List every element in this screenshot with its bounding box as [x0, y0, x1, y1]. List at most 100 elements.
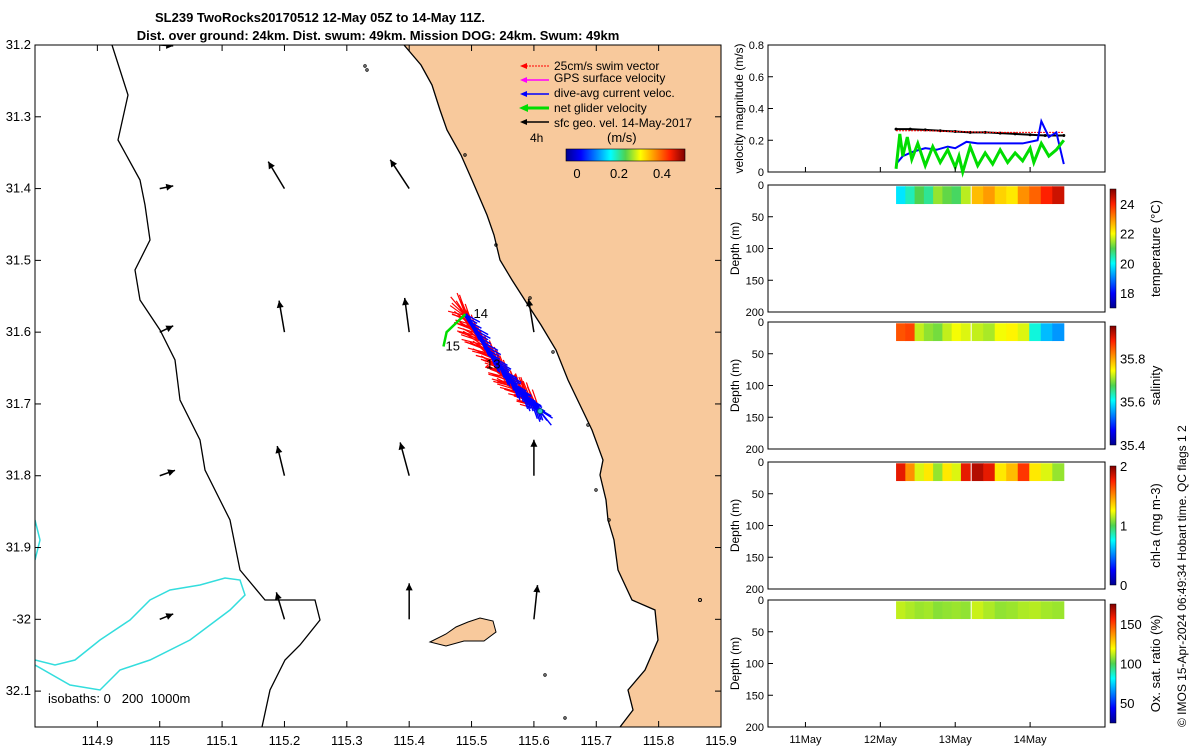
profile-colorbar-label: Ox. sat. ratio (%): [1148, 615, 1163, 713]
geo-vector-head: [398, 442, 406, 451]
map-xtick-label: 115.9: [705, 733, 737, 748]
velocity-series-line: [895, 118, 1065, 165]
profile-cell: [923, 601, 934, 620]
geo-vector-head: [530, 439, 538, 447]
velocity-ytick-label: 0.6: [749, 72, 764, 84]
map-axes: 114.9 115 115.1 115.2 115.3 115.4 115.5 115.6 11…: [6, 37, 737, 748]
profile-ytick-label: 0: [758, 317, 764, 329]
map-ytick-label: 31.8: [6, 468, 31, 483]
geo-vector-head: [390, 159, 398, 168]
profile-cell: [1006, 186, 1019, 205]
profile-cell: [1040, 601, 1053, 620]
profile-colorbar: [1109, 188, 1117, 309]
profile-cell: [914, 601, 925, 620]
legend-gps-head: [520, 77, 527, 83]
profile-cell: [942, 323, 953, 342]
day-label: 15: [445, 339, 459, 354]
profile-cell: [896, 463, 906, 482]
geo-vector-head: [276, 300, 284, 309]
profile-ytick-label: 100: [746, 659, 764, 671]
profile-cell: [896, 186, 906, 205]
profile-panel-temperature: 0 50 100 150 200 Depth (m) 18 20 22 24 temperature…: [728, 180, 1163, 319]
profile-colorbar-tick: 24: [1120, 197, 1134, 212]
profile-colorbar-tick: 0: [1120, 578, 1127, 593]
geo-vector-head: [405, 583, 413, 591]
scale-4h-label: 4h: [530, 131, 543, 145]
profile-ylabel: Depth (m): [728, 499, 742, 552]
map-ytick-label: 31.2: [6, 37, 31, 52]
profile-ytick-label: 100: [746, 381, 764, 393]
profile-cell: [914, 186, 925, 205]
swim-vector: [461, 338, 486, 346]
profile-cell: [983, 601, 996, 620]
colorbar-units-label: (m/s): [607, 130, 637, 145]
profile-cell: [951, 463, 962, 482]
profile-cell: [994, 186, 1007, 205]
coastline-0m: [403, 45, 659, 727]
legend-current-head: [520, 91, 527, 97]
profile-cell: [960, 463, 971, 482]
profile-cell: [914, 323, 925, 342]
glider-track: 13 14 15: [442, 292, 553, 426]
swim-vector: [458, 294, 468, 318]
profile-ytick-label: 50: [752, 627, 764, 639]
xtick-label: 11May: [789, 734, 822, 746]
geo-vector-head: [402, 297, 410, 306]
profile-cell: [923, 186, 934, 205]
profile-cell: [983, 463, 996, 482]
geo-vector-head: [167, 469, 176, 476]
profile-cell: [1029, 186, 1042, 205]
velocity-series-line: [894, 133, 1065, 178]
profile-colorbar-tick: 35.6: [1120, 395, 1145, 410]
profile-colorbar-tick: 20: [1120, 256, 1134, 271]
geo-vector-head: [165, 325, 174, 332]
profile-colorbar-tick: 18: [1120, 286, 1134, 301]
profile-cell: [994, 323, 1007, 342]
geo-point: [1062, 133, 1066, 137]
isobath-200m: [111, 45, 321, 727]
map-xtick-label: 115: [149, 733, 170, 748]
profile-colorbar-label: salinity: [1148, 365, 1163, 405]
swim-vector: [460, 334, 484, 343]
title-line-1: SL239 TwoRocks20170512 12-May 05Z to 14-…: [155, 10, 485, 25]
map-xtick-label: 115.1: [206, 733, 238, 748]
speed-colorbar: [565, 148, 686, 162]
map-ytick-label: 31.6: [6, 324, 31, 339]
legend-swim-label: 25cm/s swim vector: [554, 59, 659, 73]
title-line-2: Dist. over ground: 24km. Dist. swum: 49k…: [137, 28, 620, 43]
profile-ytick-label: 200: [746, 584, 764, 596]
profile-ytick-label: 200: [746, 444, 764, 456]
geo-point: [953, 130, 957, 134]
profile-ytick-label: 0: [758, 180, 764, 192]
map-ytick-label: -32: [12, 611, 31, 626]
profile-cell: [960, 323, 971, 342]
map-xtick-label: 115.2: [269, 733, 301, 748]
profile-ytick-label: 150: [746, 412, 764, 424]
profile-ytick-label: 150: [746, 690, 764, 702]
profile-cell: [994, 463, 1007, 482]
geo-vector-head: [268, 161, 275, 170]
map-xtick-label: 115.7: [580, 733, 612, 748]
profile-colorbar-tick: 35.4: [1120, 438, 1145, 453]
profile-cell: [896, 601, 906, 620]
map-xtick-label: 115.8: [643, 733, 675, 748]
profile-colorbar-tick: 50: [1120, 696, 1134, 711]
profile-ytick-label: 150: [746, 552, 764, 564]
profile-ytick-label: 0: [758, 457, 764, 469]
geo-vector-head: [165, 613, 174, 620]
profile-cell: [914, 463, 925, 482]
profile-colorbar-label: temperature (°C): [1148, 200, 1163, 297]
profile-cell: [1052, 463, 1065, 482]
profile-colorbar-tick: 1: [1120, 519, 1127, 534]
velocity-ytick-label: 0.2: [749, 135, 764, 147]
isobath-label: isobaths: 0 200 1000m: [48, 691, 190, 706]
profile-colorbar-tick: 35.8: [1120, 351, 1145, 366]
profile-cell: [971, 323, 984, 342]
profile-cell: [933, 601, 943, 620]
day-label: 14: [474, 306, 488, 321]
profile-cell: [1006, 463, 1019, 482]
profile-colorbar: [1109, 603, 1117, 724]
profile-cell: [923, 463, 934, 482]
day-label: 13: [486, 356, 500, 371]
